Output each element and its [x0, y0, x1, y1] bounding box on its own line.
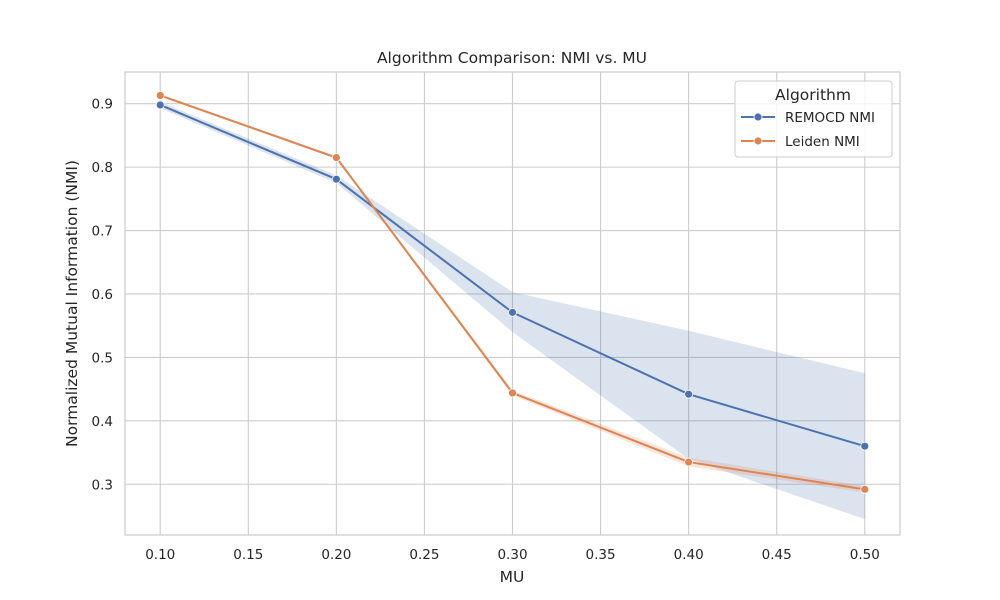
data-point-leiden — [508, 388, 517, 398]
plot-frame — [124, 71, 901, 536]
chart-title: Algorithm Comparison: NMI vs. MU — [377, 49, 647, 67]
x-tick-label: 0.10 — [145, 547, 175, 563]
y-tick-label: 0.5 — [92, 350, 113, 366]
legend-label-leiden: Leiden NMI — [785, 134, 860, 150]
x-tick-label: 0.50 — [850, 547, 880, 563]
data-point-remocd — [331, 174, 341, 184]
x-tick-label: 0.45 — [762, 547, 792, 563]
data-point-leiden — [684, 457, 694, 467]
data-point-leiden — [860, 484, 870, 494]
y-tick-label: 0.9 — [92, 97, 113, 113]
legend-box — [734, 80, 893, 158]
legend: Algorithm REMOCD NMI Leiden NMI — [734, 80, 893, 158]
y-tick-label: 0.8 — [92, 160, 113, 176]
x-tick-label: 0.35 — [586, 547, 616, 563]
legend-label-remocd: REMOCD NMI — [785, 110, 875, 126]
legend-title: Algorithm — [775, 86, 851, 104]
data-point-remocd — [155, 100, 165, 110]
series-points — [155, 91, 870, 494]
data-point-remocd — [508, 307, 517, 317]
x-tick-labels: 0.10 0.15 0.20 0.25 0.30 0.35 0.40 0.45 0.50 — [145, 547, 880, 563]
x-tick-label: 0.40 — [674, 547, 704, 563]
y-tick-label: 0.7 — [92, 224, 113, 240]
x-tick-label: 0.30 — [497, 547, 527, 563]
x-tick-label: 0.20 — [321, 547, 351, 563]
y-tick-label: 0.6 — [92, 287, 113, 303]
y-tick-label: 0.4 — [92, 414, 113, 430]
y-tick-label: 0.3 — [92, 477, 113, 493]
data-point-remocd — [860, 441, 870, 451]
x-tick-label: 0.25 — [409, 547, 439, 563]
data-point-leiden — [155, 91, 165, 100]
x-tick-label: 0.15 — [233, 547, 263, 563]
y-tick-labels: 0.3 0.4 0.5 0.6 0.7 0.8 0.9 — [92, 97, 113, 494]
legend-swatch-marker-leiden — [753, 136, 763, 146]
legend-swatch-marker-remocd — [753, 112, 763, 122]
data-point-leiden — [331, 153, 341, 163]
data-point-remocd — [684, 389, 694, 399]
x-axis-label: MU — [500, 568, 525, 586]
y-axis-label: Normalized Mutual Information (NMI) — [63, 160, 81, 447]
